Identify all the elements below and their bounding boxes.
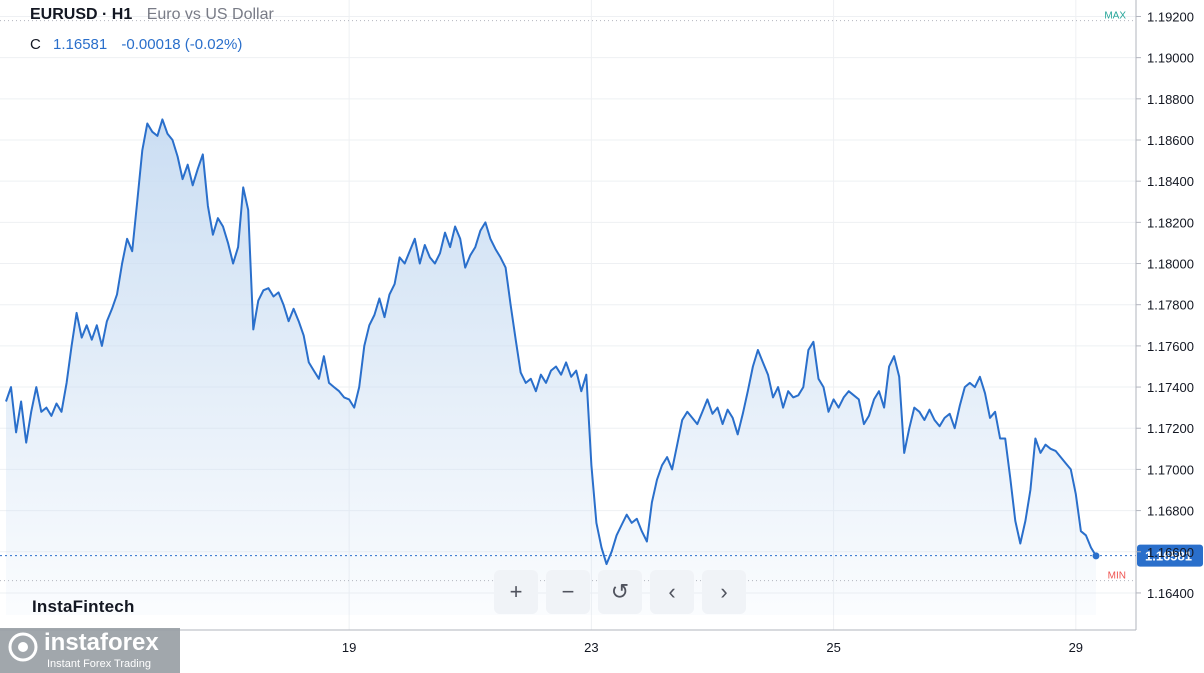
y-tick-label: 1.17800 bbox=[1147, 298, 1194, 313]
y-tick-label: 1.17200 bbox=[1147, 421, 1194, 436]
y-tick-label: 1.18600 bbox=[1147, 133, 1194, 148]
y-tick-label: 1.16600 bbox=[1147, 545, 1194, 560]
price-line bbox=[5, 118, 1097, 566]
y-tick-label: 1.18400 bbox=[1147, 174, 1194, 189]
last-price-badge bbox=[1137, 544, 1203, 567]
close-readout: C 1.16581 -0.00018 (-0.02%) bbox=[30, 36, 242, 53]
y-tick-label: 1.18200 bbox=[1147, 215, 1194, 230]
price-area bbox=[6, 119, 1096, 616]
close-value: 1.16581 bbox=[53, 36, 108, 53]
y-tick-label: 1.17400 bbox=[1147, 380, 1194, 395]
brand-logo: InstaFintech bbox=[32, 597, 135, 616]
close-label: C bbox=[30, 36, 41, 53]
y-tick-label: 1.18000 bbox=[1147, 257, 1194, 272]
scroll-left-button[interactable]: ‹ bbox=[650, 570, 694, 614]
y-tick-label: 1.18800 bbox=[1147, 92, 1194, 107]
max-label: MAX bbox=[1104, 11, 1126, 22]
reset-button[interactable]: ↺ bbox=[598, 570, 642, 614]
last-price-dot bbox=[1092, 552, 1100, 560]
y-tick-label: 1.19000 bbox=[1147, 51, 1194, 66]
x-tick-label: 19 bbox=[342, 640, 356, 655]
y-tick-label: 1.19200 bbox=[1147, 9, 1194, 24]
scroll-right-button[interactable]: › bbox=[702, 570, 746, 614]
symbol-description: Euro vs US Dollar bbox=[146, 6, 274, 23]
y-tick-label: 1.16400 bbox=[1147, 586, 1194, 601]
zoom-in-button[interactable]: + bbox=[494, 570, 538, 614]
instaforex-watermark: instaforex Instant Forex Trading bbox=[0, 628, 180, 673]
y-tick-label: 1.17000 bbox=[1147, 462, 1194, 477]
close-change: -0.00018 (-0.02%) bbox=[121, 36, 243, 53]
chart-header: EURUSD · H1 Euro vs US Dollar bbox=[30, 6, 274, 24]
y-tick-label: 1.16800 bbox=[1147, 504, 1194, 519]
zoom-out-button[interactable]: − bbox=[546, 570, 590, 614]
instaforex-logo-icon bbox=[8, 632, 38, 662]
symbol-label: EURUSD · H1 bbox=[30, 6, 133, 23]
chart-toolbar: + − ↺ ‹ › bbox=[494, 570, 746, 614]
watermark-tagline: Instant Forex Trading bbox=[47, 658, 151, 670]
x-tick-label: 23 bbox=[584, 640, 598, 655]
x-tick-label: 25 bbox=[826, 640, 840, 655]
watermark-name: instaforex bbox=[44, 629, 159, 656]
last-price-label: 1.16581 bbox=[1145, 549, 1192, 564]
x-tick-label: 29 bbox=[1069, 640, 1083, 655]
y-tick-label: 1.17600 bbox=[1147, 339, 1194, 354]
min-label: MIN bbox=[1108, 571, 1126, 582]
